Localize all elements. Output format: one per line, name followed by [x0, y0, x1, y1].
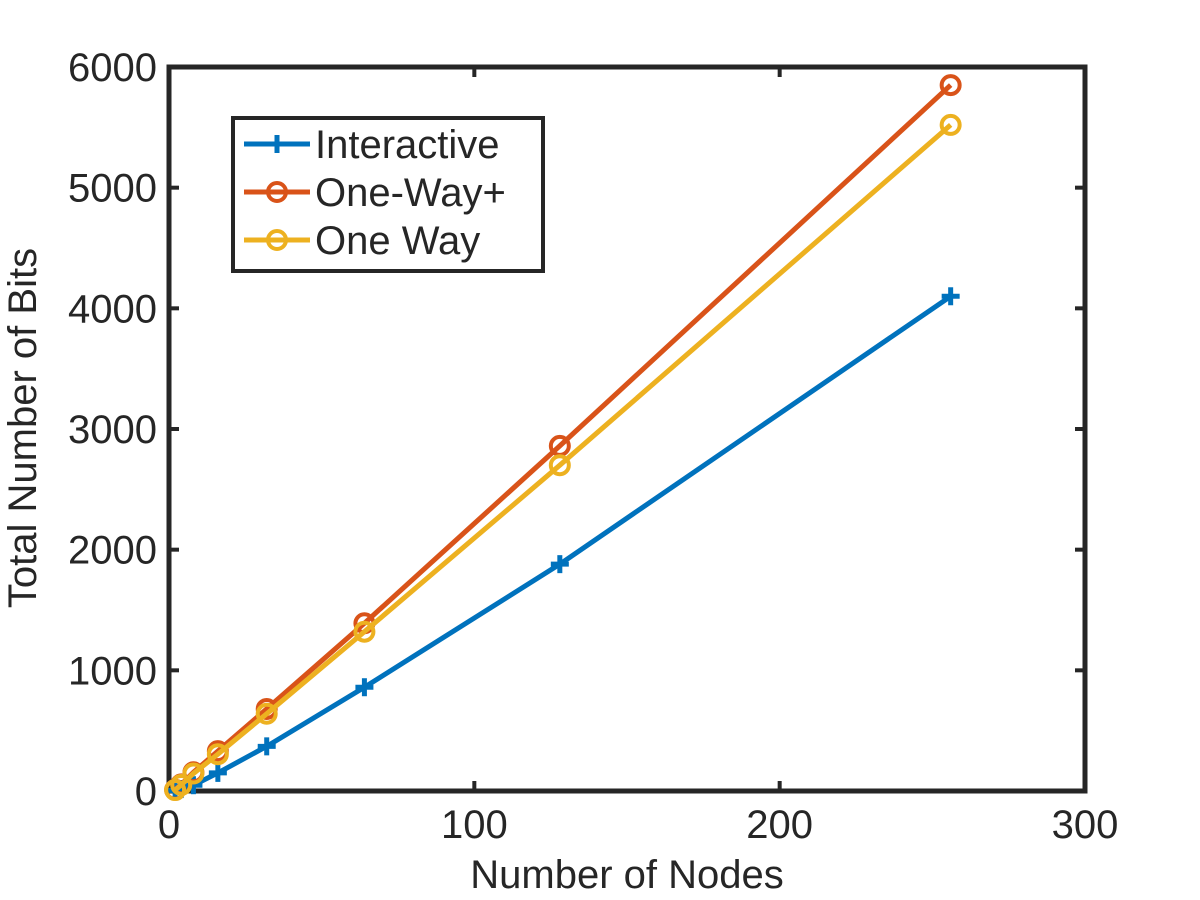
legend-marker-interactive: [268, 135, 286, 153]
y-axis: 0 1000 2000 3000 4000 5000 6000: [68, 46, 1085, 814]
x-tick-label: 100: [441, 803, 508, 847]
legend-marker-one-way: [266, 229, 288, 251]
legend-label-interactive: Interactive: [315, 123, 500, 167]
y-tick-label: 1000: [68, 649, 157, 693]
data-point-interactive: [257, 737, 276, 756]
data-point-interactive: [184, 776, 203, 795]
data-point-one-way: [939, 113, 962, 136]
data-point-interactive: [550, 555, 569, 574]
data-point-one-way: [353, 620, 376, 643]
data-point-interactive: [208, 763, 227, 782]
legend-item-interactive: Interactive: [244, 123, 500, 167]
data-point-interactive: [355, 678, 374, 697]
legend-item-one-way: One Way: [244, 219, 480, 263]
series-interactive: [166, 287, 960, 800]
y-tick-label: 5000: [68, 167, 157, 211]
y-tick-label: 6000: [68, 46, 157, 90]
data-point-one-way: [255, 702, 278, 725]
legend-label-one-way: One-Way+: [315, 171, 506, 215]
data-point-interactive: [941, 287, 960, 306]
x-tick-label: 300: [1052, 803, 1119, 847]
legend-item-one-way: One-Way+: [244, 171, 506, 215]
legend-label-one-way: One Way: [315, 219, 480, 263]
data-point-one-way: [206, 743, 229, 766]
data-point-one-way: [170, 773, 193, 796]
series-layer: [164, 74, 962, 802]
y-axis-label: Total Number of Bits: [1, 248, 45, 608]
legend-marker-one-way: [266, 181, 288, 203]
x-axis-label: Number of Nodes: [470, 853, 783, 897]
data-point-one-way: [182, 762, 205, 785]
series-line-interactive: [174, 294, 953, 793]
y-tick-label: 0: [135, 770, 157, 814]
x-tick-label: 0: [158, 803, 180, 847]
series-one-way: [164, 113, 962, 802]
x-tick-label: 200: [746, 803, 813, 847]
y-tick-label: 4000: [68, 287, 157, 331]
x-axis: 0 100 200 300: [158, 67, 1119, 847]
data-point-one-way: [939, 74, 962, 97]
data-point-one-way: [548, 454, 571, 477]
y-tick-label: 2000: [68, 529, 157, 573]
y-tick-label: 3000: [68, 408, 157, 452]
